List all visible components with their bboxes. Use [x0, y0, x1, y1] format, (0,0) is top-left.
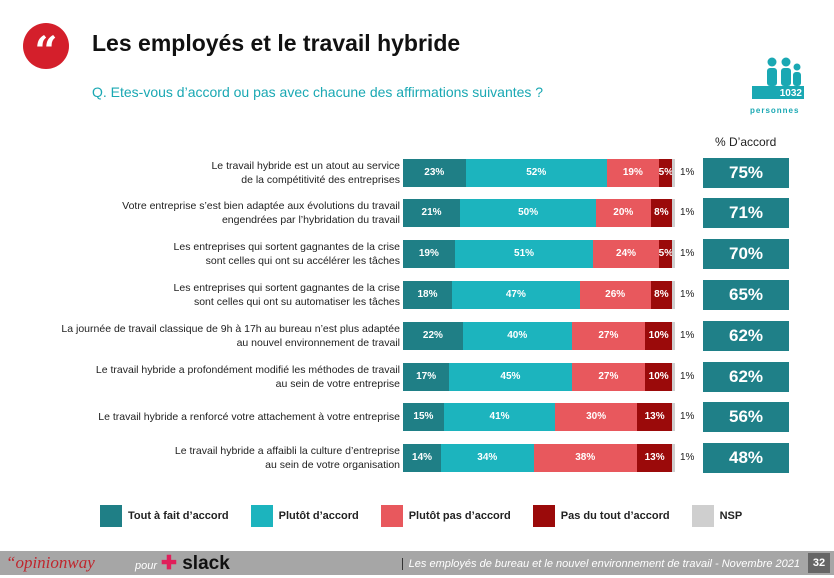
legend-label: Plutôt pas d’accord: [408, 510, 511, 522]
bar-segment: [672, 444, 675, 472]
sample-size: 1032: [780, 88, 803, 99]
slack-wordmark: slack: [182, 553, 230, 574]
bar-segment: 5%: [658, 159, 673, 187]
bar-segment: [672, 199, 675, 227]
legend-item: Pas du tout d’accord: [532, 505, 670, 527]
bar-segment: 10%: [645, 322, 673, 350]
bar-segment: 15%: [403, 403, 444, 431]
category-label: Le travail hybride a renforcé votre atta…: [98, 411, 400, 423]
bar-segment: 18%: [403, 281, 452, 309]
category-label: La journée de travail classique de 9h à …: [61, 323, 400, 349]
legend-label: Tout à fait d’accord: [128, 510, 229, 522]
bar-segment: 34%: [441, 444, 534, 472]
bar-segment: 52%: [465, 159, 607, 187]
agree-total: 62%: [703, 321, 789, 351]
legend-item: NSP: [691, 505, 743, 527]
bar-segment: 38%: [533, 444, 637, 472]
bar-segment: 47%: [451, 281, 580, 309]
category-label: Votre entreprise s’est bien adaptée aux …: [122, 200, 400, 226]
agree-total: 75%: [703, 158, 789, 188]
bar-segment: 30%: [555, 403, 637, 431]
category-label: Le travail hybride a affaibli la culture…: [174, 445, 400, 471]
footer-bar: [0, 551, 834, 575]
legend-label: Plutôt d’accord: [278, 510, 359, 522]
legend-swatch: [532, 505, 555, 527]
nsp-label: 1%: [680, 371, 695, 382]
bar-segment: 19%: [607, 159, 659, 187]
legend-label: NSP: [719, 510, 743, 522]
bar-segment: 23%: [403, 159, 466, 187]
pour-text: pour: [135, 560, 158, 572]
legend-swatch: [380, 505, 403, 527]
slack-icon: ✚: [161, 553, 177, 574]
agree-total: 62%: [703, 362, 789, 392]
legend-item: Tout à fait d’accord: [100, 505, 229, 527]
agree-total: 65%: [703, 280, 789, 310]
nsp-label: 1%: [680, 289, 695, 300]
category-label: Les entreprises qui sortent gagnantes de…: [173, 241, 400, 267]
bar-segment: 27%: [571, 363, 646, 391]
quote-logo-icon: “: [23, 23, 69, 75]
bar-segment: 40%: [462, 322, 572, 350]
bar-segment: 8%: [650, 199, 673, 227]
bar-segment: 10%: [645, 363, 673, 391]
bar-segment: 51%: [454, 240, 594, 268]
footer-text: Les employés de bureau et le nouvel envi…: [401, 558, 800, 570]
sample-label: personnes: [750, 106, 800, 115]
bar-segment: 8%: [650, 281, 673, 309]
bar-segment: 22%: [403, 322, 463, 350]
total-header: % D’accord: [715, 135, 777, 149]
legend-item: Plutôt pas d’accord: [380, 505, 511, 527]
opinionway-logo: “opinionway: [6, 553, 95, 572]
category-label: Le travail hybride a profondément modifi…: [95, 364, 400, 390]
bar-segment: 13%: [636, 444, 673, 472]
bar-segment: [672, 159, 675, 187]
bar-segment: 14%: [403, 444, 442, 472]
agree-total: 70%: [703, 239, 789, 269]
bar-segment: 5%: [658, 240, 673, 268]
nsp-label: 1%: [680, 207, 695, 218]
bar-segment: 45%: [449, 363, 572, 391]
bar-segment: 20%: [596, 199, 651, 227]
bar-segment: 27%: [571, 322, 646, 350]
bar-segment: [672, 281, 675, 309]
legend-item: Plutôt d’accord: [250, 505, 359, 527]
bar-segment: 26%: [579, 281, 651, 309]
bar-segment: 24%: [593, 240, 659, 268]
bar-segment: 50%: [460, 199, 597, 227]
agree-total: 71%: [703, 198, 789, 228]
legend: Tout à fait d’accord Plutôt d’accord Plutô…: [100, 505, 742, 527]
bar-segment: [672, 322, 675, 350]
people-icon: 1032: [752, 57, 804, 99]
legend-label: Pas du tout d’accord: [560, 510, 670, 522]
nsp-label: 1%: [680, 452, 695, 463]
bar-segment: [672, 240, 675, 268]
bar-segment: 41%: [443, 403, 556, 431]
bar-segment: 19%: [403, 240, 455, 268]
bar-segment: 21%: [403, 199, 461, 227]
slack-logo: pour ✚ slack: [135, 552, 230, 575]
question-subtitle: Q. Etes-vous d’accord ou pas avec chacun…: [92, 84, 544, 100]
category-label: Le travail hybride est un atout au servi…: [211, 160, 400, 186]
legend-swatch: [100, 505, 122, 527]
bar-segment: [672, 363, 675, 391]
page-number: 32: [808, 553, 830, 573]
nsp-label: 1%: [680, 167, 695, 178]
agree-total: 48%: [703, 443, 789, 473]
legend-swatch: [250, 505, 273, 527]
bar-segment: 13%: [636, 403, 673, 431]
bar-segment: 17%: [403, 363, 450, 391]
category-label: Les entreprises qui sortent gagnantes de…: [173, 282, 400, 308]
agree-total: 56%: [703, 402, 789, 432]
bar-segment: [672, 403, 675, 431]
nsp-label: 1%: [680, 411, 695, 422]
legend-swatch: [691, 505, 714, 527]
page-title: Les employés et le travail hybride: [92, 30, 461, 56]
nsp-label: 1%: [680, 248, 695, 259]
nsp-label: 1%: [680, 330, 695, 341]
